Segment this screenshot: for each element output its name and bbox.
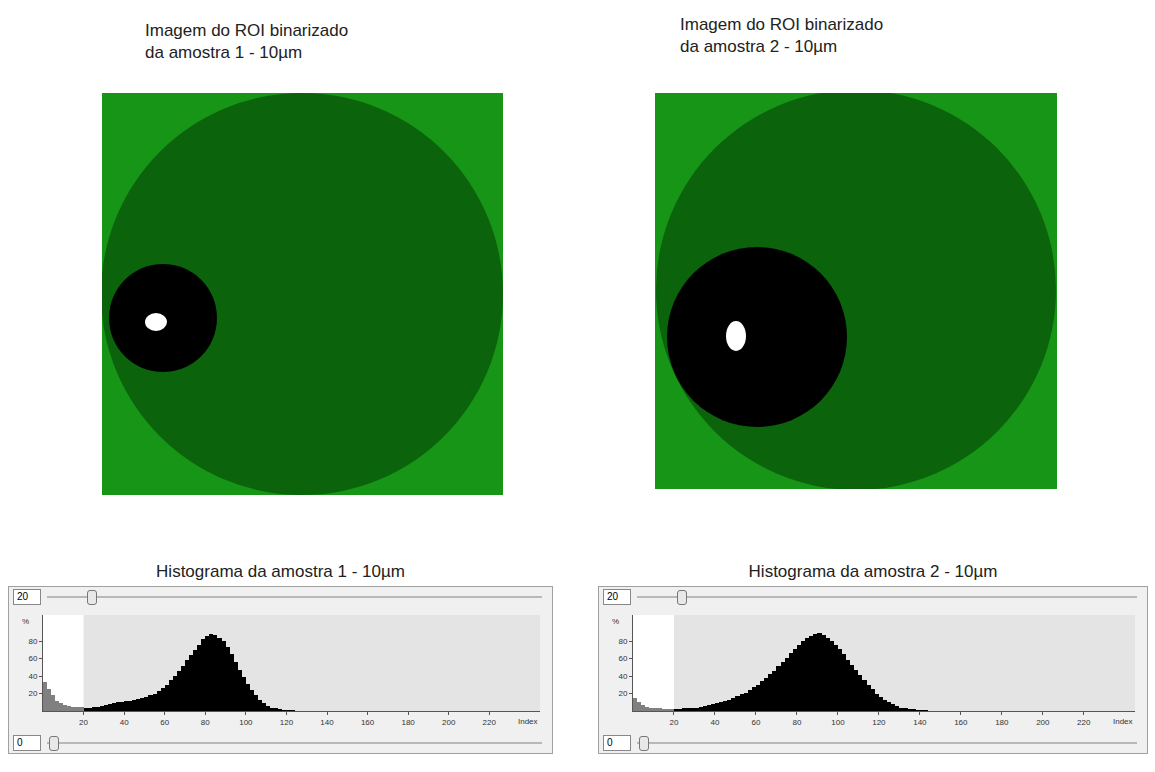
svg-text:Imagem do ROI binarizado: Imagem do ROI binarizado	[145, 21, 348, 40]
svg-text:100: 100	[831, 718, 845, 727]
svg-text:220: 220	[1077, 718, 1091, 727]
svg-text:40: 40	[120, 718, 129, 727]
svg-text:180: 180	[995, 718, 1009, 727]
svg-text:80: 80	[618, 637, 627, 646]
svg-text:40: 40	[618, 672, 627, 681]
html-text:20: 20	[17, 591, 29, 602]
html-text:20: 20	[607, 591, 619, 602]
html-text:0: 0	[17, 737, 23, 748]
svg-text:160: 160	[954, 718, 968, 727]
svg-text:20: 20	[618, 689, 627, 698]
svg-text:da amostra 2 - 10µm: da amostra 2 - 10µm	[680, 37, 837, 56]
svg-text:40: 40	[28, 672, 37, 681]
svg-text:40: 40	[711, 718, 720, 727]
svg-text:140: 140	[913, 718, 927, 727]
svg-text:20: 20	[670, 718, 679, 727]
svg-text:120: 120	[872, 718, 886, 727]
html-text:Histograma da amostra 2 - 10µm: Histograma da amostra 2 - 10µm	[748, 562, 998, 581]
html-text:Histograma da amostra 1 - 10µm: Histograma da amostra 1 - 10µm	[156, 562, 405, 581]
svg-text:180: 180	[401, 718, 415, 727]
svg-text:220: 220	[483, 718, 497, 727]
svg-text:140: 140	[320, 718, 334, 727]
svg-text:60: 60	[160, 718, 169, 727]
svg-text:Index: Index	[518, 717, 538, 726]
svg-text:%: %	[22, 617, 29, 626]
svg-text:20: 20	[79, 718, 88, 727]
svg-text:80: 80	[28, 637, 37, 646]
svg-text:%: %	[612, 617, 619, 626]
svg-text:100: 100	[239, 718, 253, 727]
svg-text:60: 60	[618, 654, 627, 663]
html-text:0: 0	[607, 737, 613, 748]
svg-text:60: 60	[751, 718, 760, 727]
svg-text:120: 120	[280, 718, 294, 727]
svg-text:200: 200	[442, 718, 456, 727]
svg-text:60: 60	[28, 654, 37, 663]
svg-text:200: 200	[1036, 718, 1050, 727]
svg-text:80: 80	[201, 718, 210, 727]
svg-text:80: 80	[792, 718, 801, 727]
svg-text:160: 160	[361, 718, 375, 727]
svg-text:Imagem do ROI binarizado: Imagem do ROI binarizado	[680, 15, 883, 34]
svg-text:Index: Index	[1113, 717, 1133, 726]
svg-text:da amostra 1 - 10µm: da amostra 1 - 10µm	[145, 43, 302, 62]
svg-text:20: 20	[28, 689, 37, 698]
